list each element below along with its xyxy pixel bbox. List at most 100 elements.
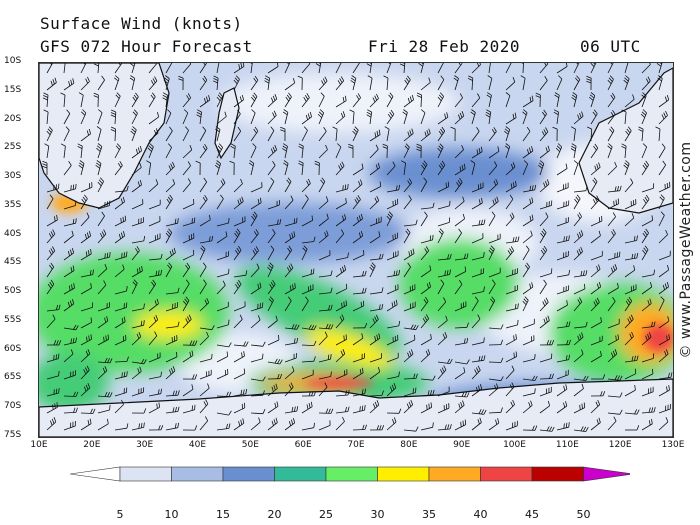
wind-barb [488,387,499,397]
wind-barb [216,198,224,210]
wind-barb-feather [52,404,54,410]
wind-barb-feather [366,111,372,115]
wind-barb-feather [185,318,189,324]
wind-barb [420,338,432,346]
wind-barb-feather [409,96,412,102]
wind-barb-feather [216,160,221,164]
wind-barb [182,254,194,261]
wind-barb-feather [668,372,670,378]
wind-barb-feather [243,341,247,347]
wind-barb [522,163,529,176]
wind-map[interactable] [38,62,674,438]
wind-barb [199,283,207,295]
wind-barb-feather [186,262,191,268]
wind-barb-feather [294,283,296,289]
wind-barb [522,266,530,278]
wind-barb [590,340,603,346]
wind-barb-feather [625,75,630,80]
wind-barb-feather [441,126,446,132]
wind-barb [199,302,209,312]
wind-barb-feather [154,300,157,306]
wind-barb-feather [581,349,584,355]
wind-barb-feather [528,402,531,408]
wind-barb [386,189,399,193]
wind-barb [641,187,654,193]
wind-barb-feather [243,368,246,374]
wind-barb-feather [240,63,243,68]
wind-barb-feather [466,253,469,259]
wind-barb [216,412,229,416]
wind-barb-feather [226,351,228,357]
wind-barb [267,181,275,193]
wind-barb [63,303,74,312]
colorbar-cell [377,466,430,482]
wind-barb [233,319,243,329]
wind-barb [97,423,109,431]
wind-barb [420,63,424,74]
wind-barb [403,339,415,346]
wind-barb-feather [205,399,209,405]
wind-barb-feather [95,164,100,169]
wind-barb-feather [348,143,354,147]
wind-barb [63,412,77,414]
wind-barb [488,411,502,414]
wind-barb [182,97,192,108]
wind-barb-feather [175,390,178,396]
wind-barb-feather [103,336,105,342]
wind-barb [573,95,578,108]
wind-barb-feather [664,350,667,356]
wind-barb-feather [415,373,418,379]
wind-barb [318,96,325,108]
wind-barb-feather [96,145,102,150]
wind-barb-feather [52,79,55,85]
wind-barb-feather [107,358,110,363]
wind-barb-feather [116,143,121,148]
wind-barb-feather [670,372,673,378]
wind-barb-feather [109,252,111,258]
wind-barb-feather [645,194,650,200]
wind-barb-feather [56,402,58,408]
wind-barb-feather [143,320,145,326]
wind-barb-feather [352,130,357,135]
wind-barb [573,198,581,210]
wind-barb [624,240,637,244]
wind-barb-feather [578,248,582,254]
wind-barb-feather [160,269,163,275]
wind-barb-feather [234,77,239,82]
wind-barb [250,319,261,329]
wind-barb-feather [543,129,547,134]
wind-barb-feather [457,114,461,120]
wind-barb-feather [392,161,396,167]
wind-barb [216,129,221,142]
wind-barb [522,378,535,381]
wind-barb-feather [409,350,412,356]
wind-barb-feather [110,126,116,130]
wind-barb-feather [172,366,176,372]
wind-barb [250,163,255,176]
wind-barb-feather [248,162,254,167]
wind-barb-feather [576,250,580,256]
wind-barb [454,182,463,193]
wind-barb-feather [449,424,452,430]
wind-barb-feather [256,263,260,269]
wind-barb-feather [619,185,622,191]
wind-barb [267,115,277,125]
wind-barb-feather [542,301,546,307]
wind-barb [148,303,159,312]
wind-barb-feather [78,92,84,96]
wind-barb [658,99,669,108]
wind-barb-feather [349,109,355,113]
wind-barb [658,421,669,431]
wind-barb-feather [337,143,342,148]
wind-barb [641,423,653,431]
wind-barb [590,268,601,278]
wind-barb-feather [510,183,513,189]
wind-barb-feather [51,418,55,424]
wind-barb-feather [204,194,208,200]
wind-barb [301,249,308,261]
wind-barb [488,272,501,278]
wind-barb [80,235,91,244]
wind-barb-feather [146,160,151,164]
wind-barb [522,300,529,312]
wind-barb [216,222,229,227]
